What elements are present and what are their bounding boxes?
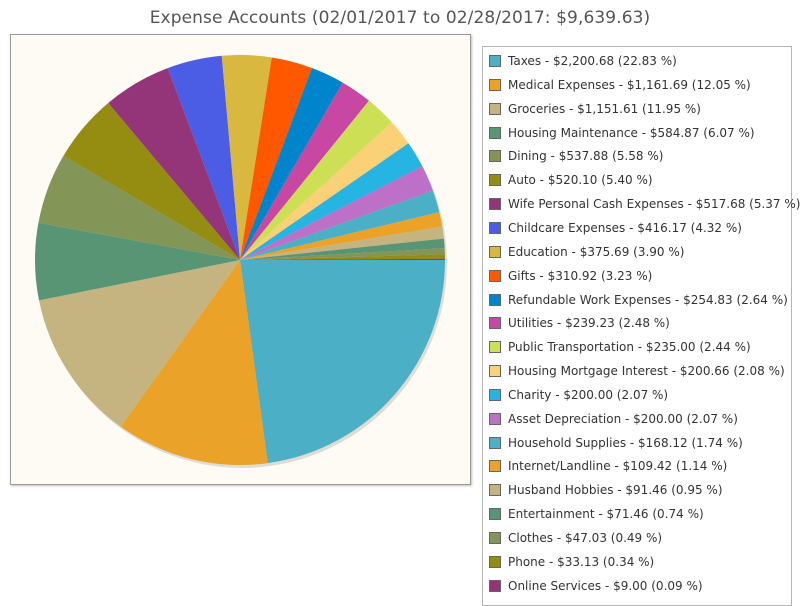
legend-label: Public Transportation - $235.00 (2.44 %) (508, 340, 751, 355)
legend-item[interactable]: Asset Depreciation - $200.00 (2.07 %) (489, 410, 738, 428)
legend-item[interactable]: Entertainment - $71.46 (0.74 %) (489, 505, 704, 523)
legend-item[interactable]: Phone - $33.13 (0.34 %) (489, 553, 654, 571)
legend-label: Household Supplies - $168.12 (1.74 %) (508, 435, 743, 450)
legend-swatch (489, 293, 501, 306)
legend-swatch (489, 198, 501, 211)
legend-swatch (489, 388, 501, 401)
pie-slice-9[interactable] (221, 54, 272, 260)
pie-slice-4[interactable] (34, 222, 240, 301)
legend-swatch (489, 508, 501, 521)
legend-label: Phone - $33.13 (0.34 %) (508, 554, 655, 569)
pie-slice-20[interactable] (240, 238, 445, 260)
legend-item[interactable]: Internet/Landline - $109.42 (1.14 %) (489, 457, 727, 475)
legend-swatch (489, 412, 501, 425)
legend-label: Clothes - $47.03 (0.49 %) (508, 531, 663, 545)
legend-swatch (489, 317, 501, 330)
pie-slice-16[interactable] (240, 166, 433, 260)
chart-legend: Taxes - $2,200.68 (22.83 %) Medical Expen… (482, 46, 800, 606)
legend-item[interactable]: Wife Personal Cash Expenses - $517.68 (5… (489, 195, 800, 213)
pie-slice-1[interactable] (240, 260, 445, 464)
legend-swatch (489, 532, 501, 544)
pie-slice-6[interactable] (63, 102, 241, 260)
legend-label: Utilities - $239.23 (2.48 %) (508, 316, 670, 331)
legend-swatch (489, 150, 501, 163)
legend-label: Entertainment - $71.46 (0.74 %) (508, 507, 704, 522)
legend-swatch (489, 221, 501, 234)
pie-slice-3[interactable] (39, 260, 240, 427)
legend-swatch (489, 365, 501, 378)
legend-item[interactable]: Medical Expenses - $1,161.69 (12.05 %) (489, 76, 751, 94)
legend-swatch (489, 579, 501, 592)
pie-slice-10[interactable] (240, 57, 312, 261)
legend-label: Asset Depreciation - $200.00 (2.07 %) (508, 411, 738, 426)
legend-label: Auto - $520.10 (5.40 %) (508, 173, 653, 188)
pie-slice-18[interactable] (240, 212, 443, 260)
legend-item[interactable]: Education - $375.69 (3.90 %) (489, 243, 684, 261)
legend-swatch (489, 78, 501, 91)
legend-swatch (489, 102, 501, 115)
legend-swatch (489, 126, 501, 139)
pie-slice-19[interactable] (240, 226, 444, 260)
pie-slice-13[interactable] (240, 100, 392, 261)
legend-item[interactable]: Housing Maintenance - $584.87 (6.07 %) (489, 124, 755, 142)
legend-label: Medical Expenses - $1,161.69 (12.05 %) (508, 77, 751, 92)
legend-item[interactable]: Household Supplies - $168.12 (1.74 %) (489, 434, 743, 452)
legend-item[interactable]: Dining - $537.88 (5.58 %) (489, 147, 663, 165)
legend-label: Taxes - $2,200.68 (22.83 %) (508, 54, 677, 68)
legend-swatch (489, 55, 501, 67)
pie-plot-area (10, 34, 471, 485)
pie-chart (34, 54, 447, 468)
pie-slice-11[interactable] (240, 68, 343, 260)
pie-slice-2[interactable] (120, 260, 268, 466)
legend-label: Refundable Work Expenses - $254.83 (2.64… (508, 292, 788, 307)
legend-item[interactable]: Refundable Work Expenses - $254.83 (2.64… (489, 291, 788, 309)
chart-title: Expense Accounts (02/01/2017 to 02/28/20… (149, 8, 651, 28)
legend-item[interactable]: Childcare Expenses - $416.17 (4.32 %) (489, 219, 742, 237)
legend-item[interactable]: Public Transportation - $235.00 (2.44 %) (489, 338, 751, 356)
legend-label: Online Services - $9.00 (0.09 %) (508, 578, 703, 593)
legend-item[interactable]: Utilities - $239.23 (2.48 %) (489, 314, 670, 332)
legend-item[interactable]: Auto - $520.10 (5.40 %) (489, 171, 653, 189)
legend-item[interactable]: Husband Hobbies - $91.46 (0.95 %) (489, 481, 723, 499)
legend-label: Husband Hobbies - $91.46 (0.95 %) (508, 483, 723, 498)
pie-slice-22[interactable] (240, 254, 445, 260)
legend-item[interactable]: Groceries - $1,151.61 (11.95 %) (489, 100, 701, 118)
legend-swatch (489, 555, 501, 568)
legend-swatch (489, 174, 501, 187)
pie-slice-7[interactable] (108, 68, 241, 261)
legend-label: Wife Personal Cash Expenses - $517.68 (5… (508, 197, 800, 212)
legend-label: Dining - $537.88 (5.58 %) (508, 149, 664, 164)
legend-label: Education - $375.69 (3.90 %) (508, 244, 685, 259)
legend-swatch (489, 341, 501, 354)
legend-swatch (489, 245, 501, 258)
pie-slice-14[interactable] (240, 122, 409, 260)
legend-label: Internet/Landline - $109.42 (1.14 %) (508, 459, 728, 474)
legend-label: Housing Mortgage Interest - $200.66 (2.0… (508, 364, 785, 379)
legend-item[interactable]: Clothes - $47.03 (0.49 %) (489, 529, 662, 547)
pie-slice-23[interactable] (240, 258, 446, 260)
pie-slice-21[interactable] (240, 248, 445, 260)
legend-label: Gifts - $310.92 (3.23 %) (508, 268, 653, 283)
pie-slice-5[interactable] (38, 155, 240, 260)
legend-label: Housing Maintenance - $584.87 (6.07 %) (508, 125, 755, 140)
legend-swatch (489, 460, 501, 473)
legend-item[interactable]: Taxes - $2,200.68 (22.83 %) (489, 52, 677, 70)
legend-label: Groceries - $1,151.61 (11.95 %) (508, 101, 701, 116)
legend-item[interactable]: Online Services - $9.00 (0.09 %) (489, 577, 703, 595)
legend-swatch (489, 484, 501, 497)
legend-item[interactable]: Gifts - $310.92 (3.23 %) (489, 267, 652, 285)
legend-label: Charity - $200.00 (2.07 %) (508, 387, 669, 402)
legend-item[interactable]: Housing Mortgage Interest - $200.66 (2.0… (489, 362, 785, 380)
legend-item[interactable]: Charity - $200.00 (2.07 %) (489, 386, 668, 404)
pie-slice-12[interactable] (240, 82, 369, 260)
pie-slice-8[interactable] (167, 55, 240, 260)
legend-swatch (489, 269, 501, 282)
pie-slice-17[interactable] (240, 190, 440, 260)
pie-slice-15[interactable] (240, 143, 423, 260)
legend-swatch (489, 436, 501, 449)
legend-label: Childcare Expenses - $416.17 (4.32 %) (508, 220, 742, 235)
